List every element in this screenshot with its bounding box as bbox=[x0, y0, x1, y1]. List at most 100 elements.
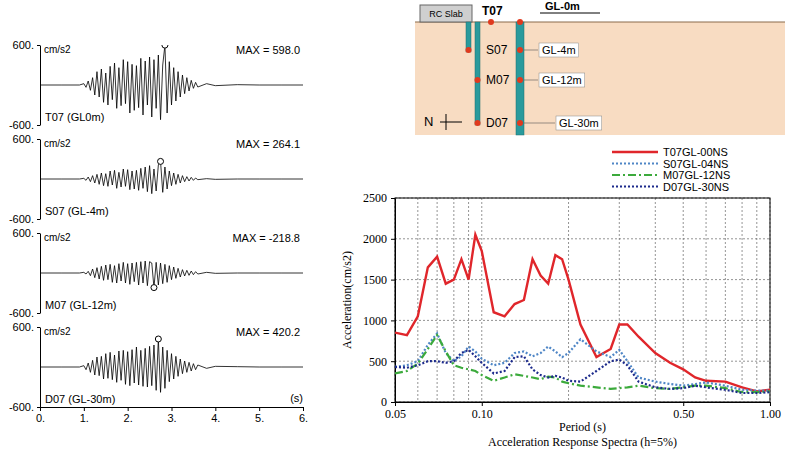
sensor bbox=[517, 77, 523, 83]
grid-line bbox=[453, 198, 454, 402]
waveform bbox=[40, 261, 303, 288]
waveform bbox=[40, 45, 303, 120]
tick-label: 1. bbox=[80, 412, 89, 424]
tick-label: 0.10 bbox=[472, 407, 493, 421]
tick-mark bbox=[37, 233, 40, 234]
grid-line bbox=[468, 198, 469, 402]
grid-line bbox=[568, 198, 569, 402]
tick-mark bbox=[391, 198, 395, 199]
tick: 500 bbox=[369, 355, 395, 369]
sensor bbox=[517, 47, 523, 53]
tick-label: 600. bbox=[13, 39, 34, 51]
legend-label: T07GL-00NS bbox=[663, 146, 728, 158]
legend-label: D07GL-30NS bbox=[663, 181, 729, 193]
depth-label: GL-12m bbox=[542, 74, 582, 86]
tick-mark bbox=[770, 402, 771, 406]
tick: 600. bbox=[13, 133, 40, 145]
peak-marker bbox=[162, 45, 168, 48]
tick-mark bbox=[259, 407, 260, 411]
sensor bbox=[517, 19, 523, 25]
tick: 600. bbox=[13, 227, 40, 239]
panel: 600.-600.cm/s2MAX = 598.0T07 (GL0m) bbox=[9, 39, 303, 131]
tick-mark bbox=[172, 407, 173, 411]
legend-swatch bbox=[612, 151, 658, 153]
axis: 600. -600. bbox=[9, 227, 41, 319]
axis-title: (s) bbox=[290, 392, 303, 404]
panel: 600.-600.cm/s2MAX = 264.1S07 (GL-4m) bbox=[9, 133, 303, 225]
tick-label: -600. bbox=[9, 119, 34, 131]
legend-label: S07GL-04NS bbox=[663, 158, 728, 170]
plot-frame bbox=[395, 198, 770, 402]
tick: 0.50 bbox=[673, 402, 694, 421]
tick: 600. bbox=[13, 321, 40, 333]
diagram: RC SlabT07GL-0mS07GL-4mM07GL-12mD07GL-30… bbox=[415, 0, 785, 135]
tick-label: 4. bbox=[211, 412, 220, 424]
grid-line bbox=[481, 198, 482, 402]
axis-line bbox=[40, 328, 41, 408]
panel-label: T07 (GL0m) bbox=[45, 111, 104, 123]
max-label: MAX = -218.8 bbox=[232, 232, 300, 244]
waveform bbox=[40, 161, 303, 193]
tick-mark bbox=[683, 402, 684, 406]
tick-label: 600. bbox=[13, 227, 34, 239]
tick: 0. bbox=[36, 407, 45, 424]
panel: 600.-600.cm/s2MAX = -218.8M07 (GL-12m) bbox=[9, 227, 303, 319]
tick: 1000 bbox=[363, 314, 395, 328]
panel-label: M07 (GL-12m) bbox=[45, 299, 117, 311]
grid-line bbox=[756, 198, 757, 402]
tick: 2. bbox=[124, 407, 133, 424]
plot-area bbox=[40, 336, 303, 392]
grid-line bbox=[706, 198, 707, 402]
tick: 6. bbox=[299, 407, 308, 424]
tick: 5. bbox=[255, 407, 264, 424]
tick: 2000 bbox=[363, 232, 395, 246]
series-line bbox=[395, 335, 770, 392]
grid-line bbox=[395, 238, 770, 239]
series-line bbox=[395, 235, 770, 392]
tick: -600. bbox=[9, 307, 40, 319]
grid-line bbox=[655, 198, 656, 402]
rc-slab bbox=[420, 5, 472, 22]
tick-label: 6. bbox=[299, 412, 308, 424]
sensor bbox=[517, 120, 523, 126]
tick-mark bbox=[482, 402, 483, 406]
borehole bbox=[516, 22, 524, 135]
series-line bbox=[395, 350, 770, 393]
depth-label: GL-30m bbox=[559, 117, 599, 129]
legend-swatch bbox=[612, 162, 658, 164]
slab-label: RC Slab bbox=[429, 9, 463, 19]
tick-mark bbox=[391, 361, 395, 362]
grid-line bbox=[683, 198, 684, 402]
plot-area bbox=[40, 261, 303, 291]
grid-line bbox=[742, 198, 743, 402]
tick-label: 1000 bbox=[363, 314, 387, 328]
tick: 1.00 bbox=[760, 402, 781, 421]
grid-line bbox=[619, 198, 620, 402]
chart-title: Acceleration Response Spectra (h=5%) bbox=[488, 435, 677, 449]
tick: -600. bbox=[9, 119, 40, 131]
grid-line bbox=[395, 320, 770, 321]
tick-mark bbox=[391, 402, 395, 403]
axis: 0. 1. 2. 3. 4. 5. 6. bbox=[36, 407, 308, 424]
tick-label: 0.05 bbox=[385, 407, 406, 421]
legend: T07GL-00NSS07GL-04NSM07GL-12NSD07GL-30NS bbox=[612, 146, 730, 193]
axis-line bbox=[40, 140, 41, 220]
legend-label: M07GL-12NS bbox=[663, 169, 730, 181]
tick-mark bbox=[391, 320, 395, 321]
tick: -600. bbox=[9, 213, 40, 225]
tick-mark bbox=[395, 402, 396, 406]
tick-label: 600. bbox=[13, 321, 34, 333]
borehole bbox=[475, 22, 480, 125]
waveform bbox=[40, 339, 303, 392]
leader bbox=[540, 13, 600, 14]
tick-mark bbox=[37, 219, 40, 220]
tick-label: 3. bbox=[167, 412, 176, 424]
sensor bbox=[475, 77, 481, 83]
sensor bbox=[475, 120, 481, 126]
leader bbox=[524, 80, 538, 81]
unit-label: cm/s2 bbox=[44, 326, 71, 337]
grid-line bbox=[725, 198, 726, 402]
peak-marker bbox=[158, 158, 164, 164]
tick-mark bbox=[37, 45, 40, 46]
axis-title: Period (s) bbox=[559, 420, 606, 434]
